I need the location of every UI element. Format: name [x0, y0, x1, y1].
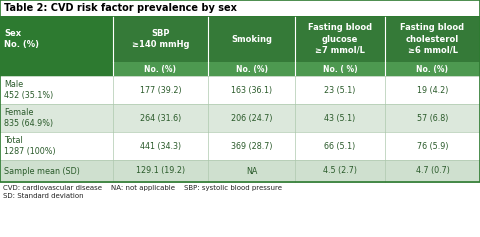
Text: Total
1287 (100%): Total 1287 (100%)	[4, 136, 56, 156]
Bar	[385, 16, 480, 62]
Text: 129.1 (19.2): 129.1 (19.2)	[136, 167, 185, 176]
Text: 4.5 (2.7): 4.5 (2.7)	[323, 167, 357, 176]
Text: No. (%): No. (%)	[236, 64, 267, 73]
Bar	[0, 182, 480, 204]
Text: 19 (4.2): 19 (4.2)	[417, 86, 448, 95]
Text: 163 (36.1): 163 (36.1)	[231, 86, 272, 95]
Text: No. (%): No. (%)	[144, 64, 177, 73]
Text: Male
452 (35.1%): Male 452 (35.1%)	[4, 80, 53, 100]
Text: Sex
No. (%): Sex No. (%)	[4, 29, 39, 49]
Bar	[0, 104, 480, 132]
Text: Fasting blood
cholesterol
≥6 mmol/L: Fasting blood cholesterol ≥6 mmol/L	[400, 23, 465, 55]
Text: 369 (28.7): 369 (28.7)	[231, 141, 272, 150]
Bar	[0, 0, 480, 16]
Text: 177 (39.2): 177 (39.2)	[140, 86, 181, 95]
Text: 4.7 (0.7): 4.7 (0.7)	[416, 167, 449, 176]
Bar	[113, 62, 208, 76]
Text: 76 (5.9): 76 (5.9)	[417, 141, 448, 150]
Text: 43 (5.1): 43 (5.1)	[324, 114, 356, 123]
Text: 57 (6.8): 57 (6.8)	[417, 114, 448, 123]
Bar	[0, 160, 480, 182]
Text: 23 (5.1): 23 (5.1)	[324, 86, 356, 95]
Bar	[295, 62, 385, 76]
Text: 264 (31.6): 264 (31.6)	[140, 114, 181, 123]
Text: SD: Standard deviation: SD: Standard deviation	[3, 193, 84, 199]
Text: 441 (34.3): 441 (34.3)	[140, 141, 181, 150]
Text: Female
835 (64.9%): Female 835 (64.9%)	[4, 108, 53, 128]
Text: No. (%): No. (%)	[417, 64, 448, 73]
Bar	[385, 62, 480, 76]
Bar	[208, 62, 295, 76]
Bar	[113, 16, 208, 62]
Text: NA: NA	[246, 167, 257, 176]
Bar	[295, 16, 385, 62]
Bar	[0, 16, 113, 62]
Bar	[208, 16, 295, 62]
Text: 206 (24.7): 206 (24.7)	[231, 114, 272, 123]
Text: No. ( %): No. ( %)	[323, 64, 357, 73]
Text: CVD: cardiovascular disease    NA: not applicable    SBP: systolic blood pressur: CVD: cardiovascular disease NA: not appl…	[3, 185, 282, 191]
Text: Sample mean (SD): Sample mean (SD)	[4, 167, 80, 176]
Text: Table 2: CVD risk factor prevalence by sex: Table 2: CVD risk factor prevalence by s…	[4, 3, 237, 13]
Text: 66 (5.1): 66 (5.1)	[324, 141, 356, 150]
Text: Fasting blood
glucose
≥7 mmol/L: Fasting blood glucose ≥7 mmol/L	[308, 23, 372, 55]
Bar	[0, 62, 113, 76]
Text: SBP
≥140 mmHg: SBP ≥140 mmHg	[132, 29, 189, 49]
Bar	[0, 76, 480, 104]
Bar	[0, 132, 480, 160]
Text: Smoking: Smoking	[231, 35, 272, 44]
Bar	[0, 0, 480, 182]
